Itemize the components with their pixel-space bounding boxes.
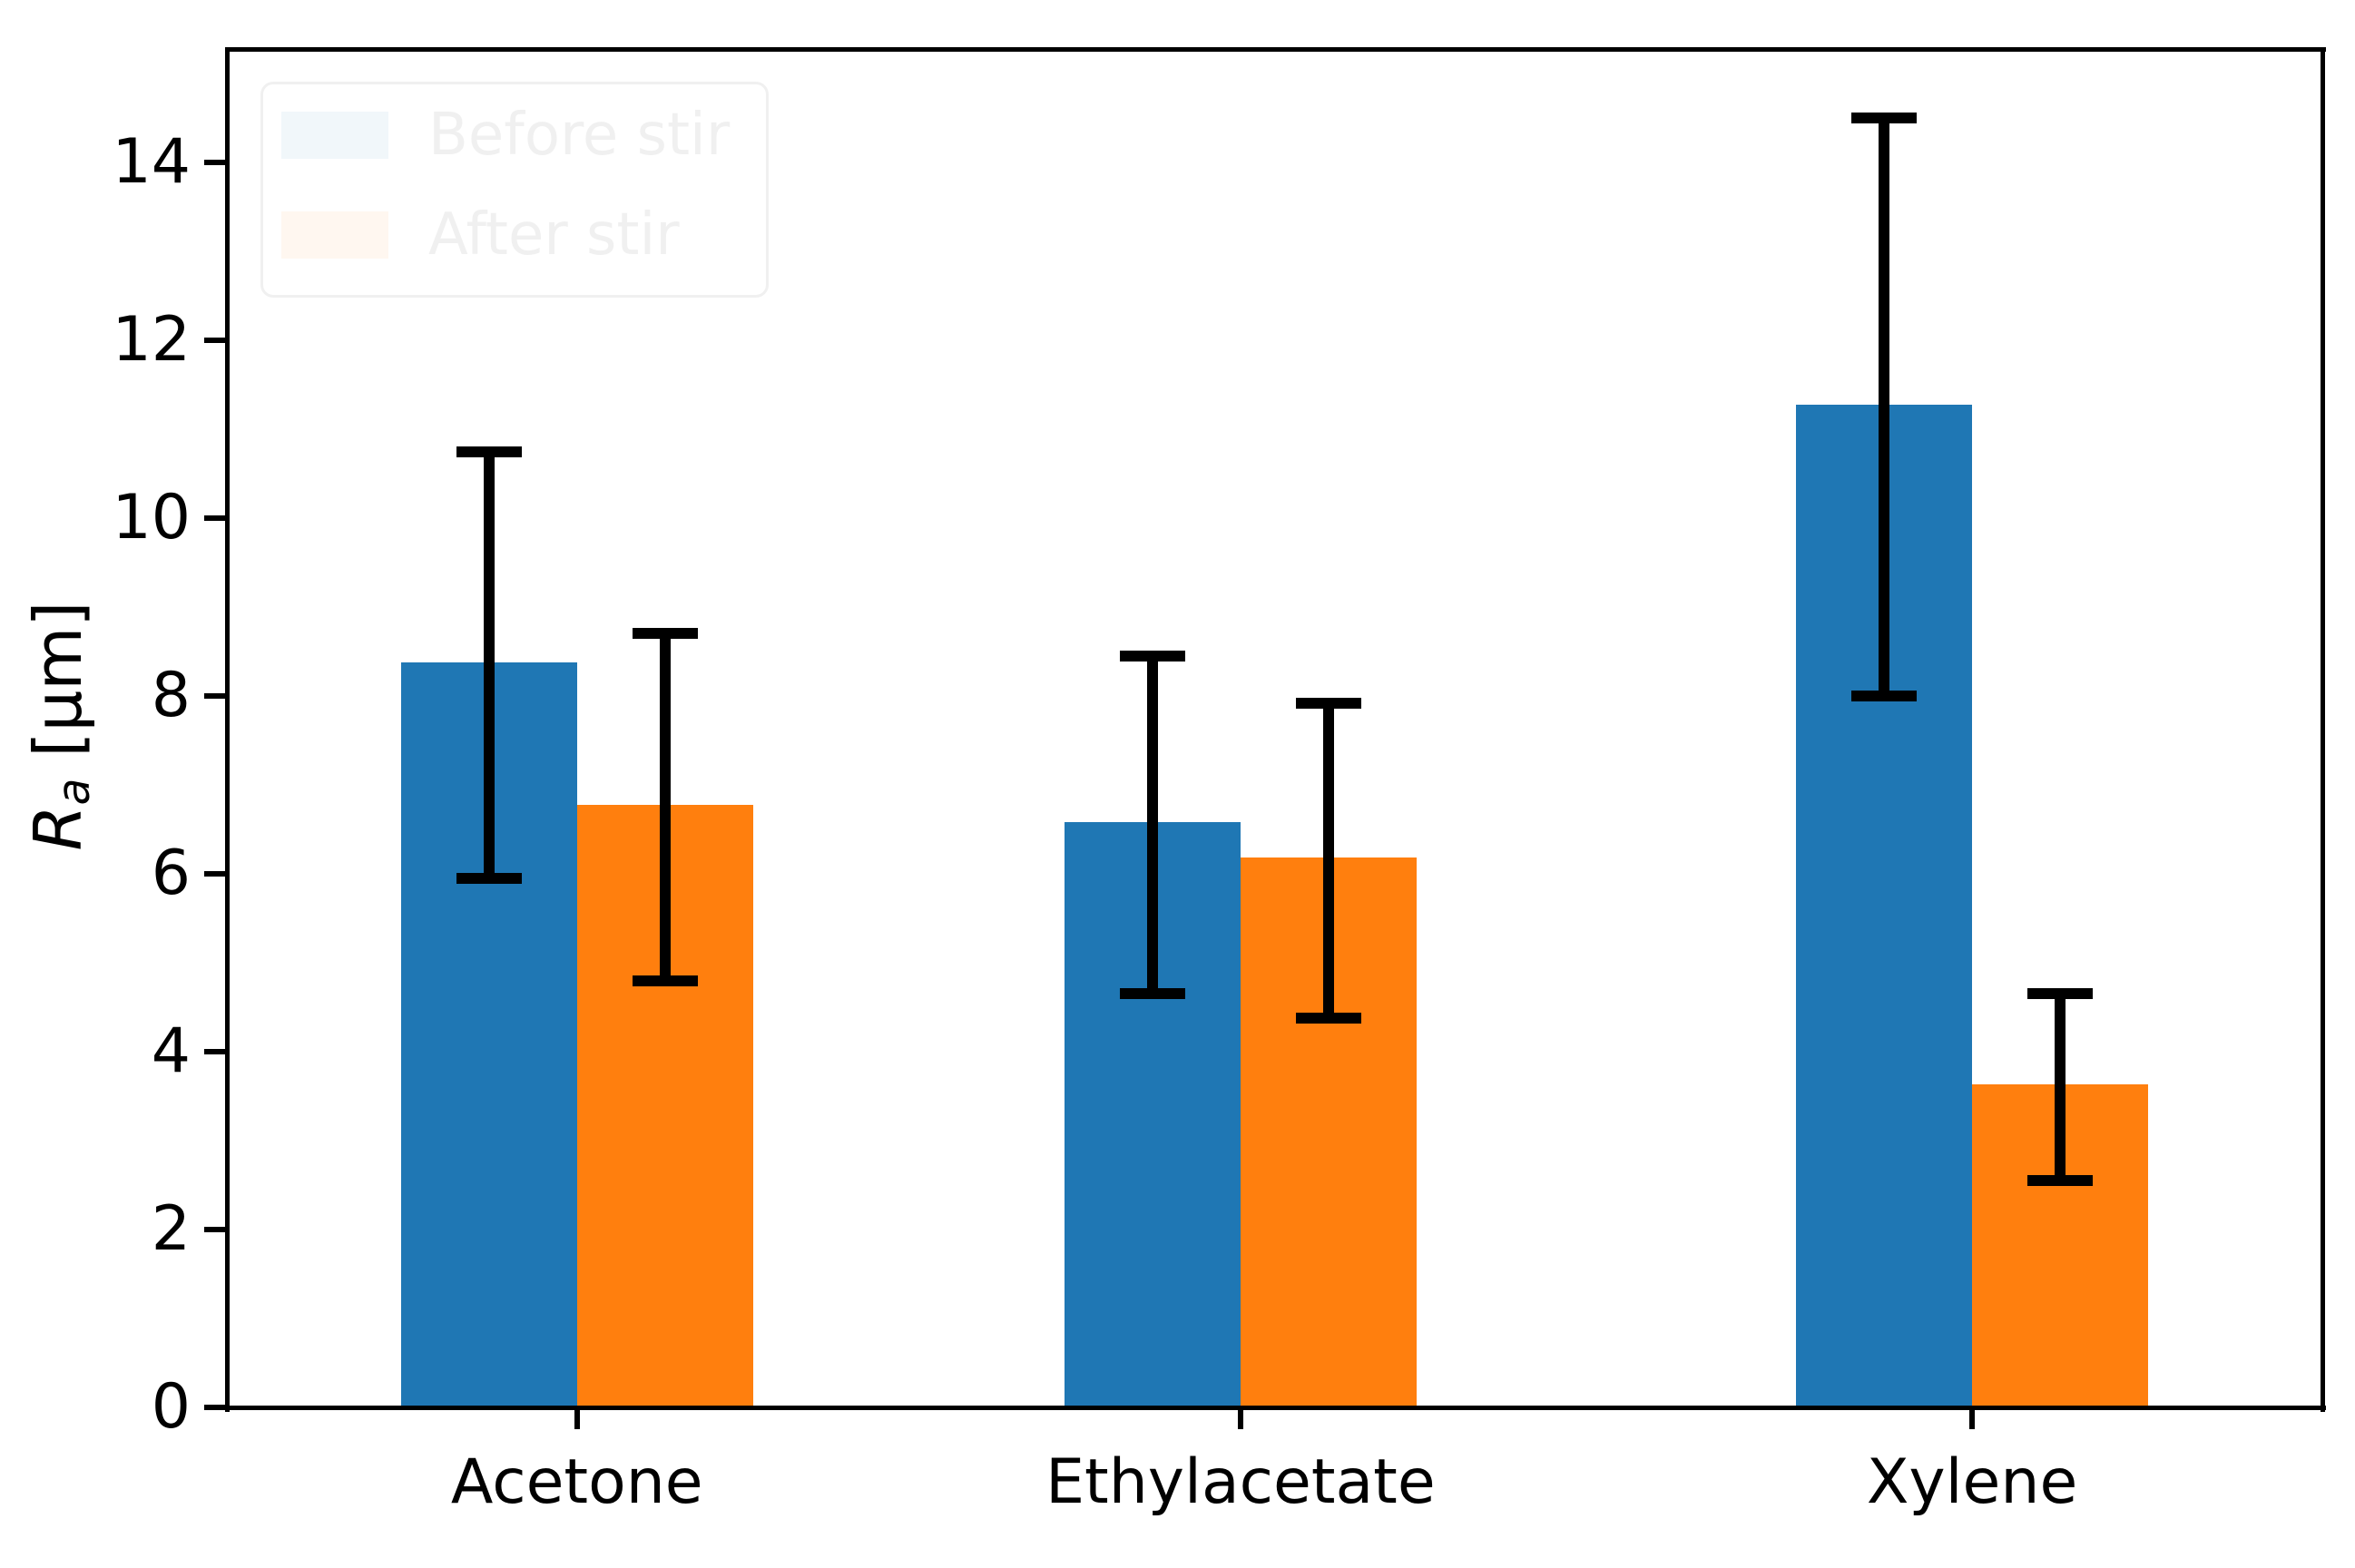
legend-item-before-stir: Before stir — [281, 106, 730, 164]
y-tick-mark-10 — [204, 515, 225, 521]
y-tick-label-12: 12 — [112, 304, 191, 376]
y-tick-mark-4 — [204, 1049, 225, 1054]
axis-spine-bottom — [225, 1406, 2326, 1410]
y-tick-mark-8 — [204, 693, 225, 699]
y-tick-mark-0 — [204, 1405, 225, 1410]
y-tick-label-14: 14 — [112, 126, 191, 198]
error-bar-line — [659, 633, 671, 981]
legend-label-after-stir: After stir — [428, 201, 680, 269]
axis-spine-right — [2321, 47, 2325, 1412]
error-bar-cap-bottom — [2027, 1175, 2094, 1187]
legend-label-before-stir: Before stir — [428, 102, 731, 169]
error-bar-cap-top — [1119, 650, 1185, 662]
error-bar-cap-bottom — [456, 872, 522, 884]
legend: Before stir After stir — [260, 82, 770, 298]
error-bar-cap-bottom — [1851, 691, 1918, 701]
y-tick-label-4: 4 — [151, 1015, 191, 1087]
error-bar-line — [483, 451, 495, 878]
y-axis-label-subscript: a — [47, 778, 100, 806]
x-tick-mark-xylene — [1969, 1408, 1976, 1429]
legend-swatch-after-stir — [281, 211, 388, 259]
error-bar-cap-top — [2027, 988, 2094, 1000]
error-bar-line — [1322, 702, 1334, 1018]
x-tick-label-ethylacetate: Ethylacetate — [1045, 1446, 1436, 1518]
x-tick-label-acetone: Acetone — [450, 1446, 703, 1518]
error-bar-cap-bottom — [632, 975, 698, 986]
x-tick-label-xylene: Xylene — [1866, 1446, 2078, 1518]
legend-swatch-before-stir — [281, 112, 388, 159]
error-bar-line — [1146, 655, 1158, 995]
y-tick-label-8: 8 — [151, 660, 191, 731]
error-bar-cap-bottom — [1119, 988, 1185, 1000]
y-tick-mark-14 — [204, 160, 225, 165]
error-bar-cap-top — [1851, 113, 1918, 123]
x-tick-mark-acetone — [574, 1408, 580, 1429]
y-tick-mark-2 — [204, 1227, 225, 1232]
error-bar-cap-top — [456, 446, 522, 457]
y-tick-label-6: 6 — [151, 838, 191, 909]
error-bar-line — [2055, 994, 2066, 1181]
y-tick-mark-6 — [204, 871, 225, 877]
plot-area: Before stir After stir — [227, 47, 2323, 1407]
x-tick-mark-ethylacetate — [1237, 1408, 1243, 1429]
y-tick-label-2: 2 — [151, 1193, 191, 1265]
error-bar-cap-bottom — [1295, 1012, 1361, 1024]
error-bar-line — [1879, 118, 1890, 696]
legend-item-after-stir: After stir — [281, 206, 730, 264]
axis-spine-top — [225, 47, 2326, 52]
error-bar-cap-top — [1295, 697, 1361, 709]
axis-spine-left — [225, 47, 230, 1412]
error-bar-cap-top — [632, 628, 698, 640]
y-tick-label-10: 10 — [112, 482, 191, 554]
y-tick-mark-12 — [204, 338, 225, 343]
y-tick-label-0: 0 — [151, 1371, 191, 1443]
